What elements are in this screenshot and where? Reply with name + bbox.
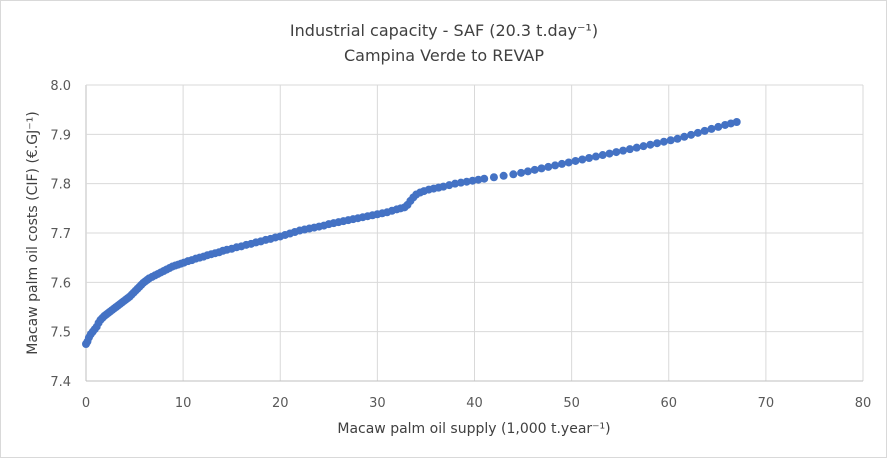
x-tick-label: 0	[82, 396, 90, 411]
data-point	[639, 142, 648, 151]
x-tick-label: 20	[272, 396, 289, 411]
data-point	[598, 151, 607, 160]
data-point	[673, 134, 682, 143]
data-point	[551, 161, 560, 170]
x-tick-label: 70	[758, 396, 775, 411]
data-point	[578, 155, 587, 164]
data-point	[625, 145, 634, 154]
x-tick-label: 30	[369, 396, 386, 411]
data-point	[732, 118, 741, 126]
data-point	[517, 168, 526, 177]
data-point	[680, 132, 689, 141]
data-point	[489, 173, 498, 182]
data-point	[646, 140, 655, 149]
chart-subtitle: Campina Verde to REVAP	[344, 46, 544, 65]
data-point	[687, 130, 696, 139]
data-point	[544, 162, 553, 171]
data-point	[612, 148, 621, 157]
x-tick-label: 10	[175, 396, 192, 411]
data-point	[509, 170, 518, 179]
y-tick-label: 7.4	[50, 375, 71, 390]
data-point	[666, 136, 675, 145]
data-point	[480, 174, 489, 183]
x-tick-label: 40	[466, 396, 483, 411]
data-point	[530, 165, 539, 174]
data-point	[591, 152, 600, 161]
y-tick-label: 7.5	[50, 326, 71, 341]
x-tick-label: 60	[660, 396, 677, 411]
data-point	[653, 139, 662, 148]
gridlines	[85, 84, 864, 382]
data-point	[659, 137, 668, 146]
y-tick-label: 7.8	[50, 178, 71, 193]
data-point	[693, 128, 702, 137]
data-point	[605, 149, 614, 158]
data-point	[619, 146, 628, 155]
data-point	[571, 156, 580, 165]
chart-title: Industrial capacity - SAF (20.3 t.day⁻¹)	[290, 21, 598, 40]
data-point	[557, 159, 566, 168]
data-point	[523, 167, 532, 176]
data-point	[499, 171, 508, 180]
data-point	[714, 122, 723, 131]
data-point	[700, 126, 709, 135]
x-axis-label: Macaw palm oil supply (1,000 t.year⁻¹)	[337, 421, 610, 437]
x-tick-label: 50	[563, 396, 580, 411]
data-point	[537, 164, 546, 173]
data-point	[564, 158, 573, 167]
x-tick-labels: 0 10 20 30 40 50 60 70 80	[82, 396, 871, 411]
y-axis-label: Macaw palm oil costs (CIF) (€.GJ⁻¹)	[25, 111, 41, 354]
y-tick-label: 7.6	[50, 276, 71, 291]
y-tick-labels: 7.4 7.5 7.6 7.7 7.8 7.9 8.0	[50, 79, 71, 390]
data-point	[707, 124, 716, 133]
y-tick-label: 7.9	[50, 128, 71, 143]
data-point	[632, 143, 641, 152]
data-point	[585, 154, 594, 163]
y-tick-label: 7.7	[50, 227, 71, 242]
y-tick-label: 8.0	[50, 79, 71, 94]
x-tick-label: 80	[855, 396, 872, 411]
data-points	[82, 118, 741, 348]
